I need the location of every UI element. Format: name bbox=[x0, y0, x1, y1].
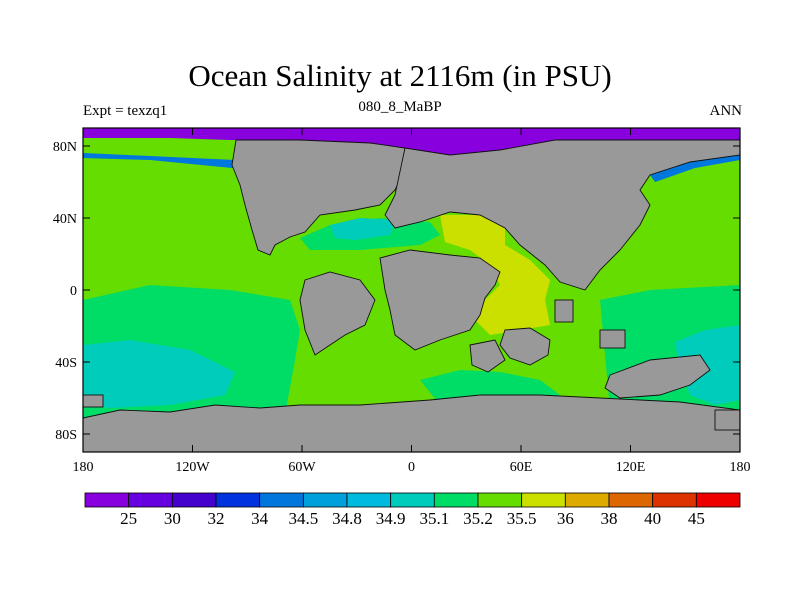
land-australia bbox=[604, 354, 711, 399]
colorbar-label: 36 bbox=[557, 509, 574, 528]
colorbar-swatch bbox=[521, 492, 566, 508]
ocean-region-34-9 bbox=[675, 325, 740, 405]
land-south-america bbox=[299, 271, 376, 356]
x-tick-label: 180 bbox=[730, 460, 751, 475]
colorbar-swatch bbox=[477, 492, 523, 508]
colorbar-label: 35.1 bbox=[419, 509, 449, 528]
colorbar-label: 34.9 bbox=[376, 509, 406, 528]
y-tick-label: 40N bbox=[53, 212, 77, 227]
ocean-coastal-strip bbox=[650, 155, 740, 182]
land-madagascar bbox=[469, 339, 506, 373]
x-tick-label: 180 bbox=[73, 460, 94, 475]
colorbar-swatch bbox=[128, 492, 173, 508]
colorbar-swatch bbox=[433, 492, 479, 508]
colorbar-label: 25 bbox=[120, 509, 137, 528]
x-tick-label: 0 bbox=[408, 460, 415, 475]
colorbar-label: 38 bbox=[601, 509, 618, 528]
x-tick-label: 60E bbox=[510, 460, 533, 475]
y-tick-label: 40S bbox=[55, 356, 77, 371]
colorbar-swatch bbox=[302, 492, 348, 508]
colorbar-label: 32 bbox=[208, 509, 225, 528]
land-island bbox=[714, 409, 741, 431]
land-india bbox=[499, 327, 551, 366]
land-island bbox=[554, 299, 574, 323]
colorbar-swatch bbox=[84, 492, 130, 508]
axis-ticks: 180 120W 60W 0 60E 120E 180 80N 40N 0 40S 80S bbox=[53, 128, 751, 475]
x-tick-label: 120E bbox=[616, 460, 646, 475]
land-island bbox=[599, 329, 626, 349]
colorbar-label: 34.5 bbox=[288, 509, 318, 528]
colorbar-label: 30 bbox=[164, 509, 181, 528]
x-tick-label: 60W bbox=[288, 460, 316, 475]
map-title: Ocean Salinity at 2116m (in PSU) bbox=[188, 58, 612, 93]
colorbar-label: 35.2 bbox=[463, 509, 493, 528]
colorbar-swatch bbox=[695, 492, 741, 508]
season-label: ANN bbox=[709, 103, 743, 119]
colorbar-label: 34 bbox=[251, 509, 269, 528]
period-label: 080_8_MaBP bbox=[358, 99, 442, 115]
colorbar-label: 45 bbox=[688, 509, 705, 528]
colorbar-label: 35.5 bbox=[507, 509, 537, 528]
colorbar-swatch bbox=[215, 492, 261, 508]
colorbar-label: 34.8 bbox=[332, 509, 362, 528]
ocean-region-25 bbox=[83, 128, 740, 155]
y-tick-label: 80N bbox=[53, 140, 77, 155]
colorbar-swatch bbox=[564, 492, 610, 508]
colorbar-label: 40 bbox=[644, 509, 661, 528]
map-field bbox=[82, 127, 741, 453]
colorbar: 25 30 32 34 34.5 34.8 34.9 35.1 35.2 35.5 36 38 40 45 bbox=[84, 492, 741, 528]
colorbar-swatch bbox=[608, 492, 654, 508]
experiment-label: Expt = texzq1 bbox=[83, 103, 168, 119]
land-africa bbox=[379, 249, 501, 351]
ocean-region-34-9 bbox=[83, 340, 235, 408]
land-island bbox=[82, 394, 104, 408]
ocean-region-34-9 bbox=[330, 218, 395, 240]
y-tick-label: 80S bbox=[55, 428, 77, 443]
x-tick-label: 120W bbox=[175, 460, 210, 475]
land-masses bbox=[82, 139, 741, 453]
colorbar-swatch bbox=[346, 492, 392, 508]
colorbar-swatch bbox=[652, 492, 697, 508]
colorbar-swatch bbox=[259, 492, 304, 508]
y-tick-label: 0 bbox=[70, 284, 77, 299]
colorbar-swatch bbox=[390, 492, 435, 508]
ocean-coastal-strip bbox=[83, 153, 240, 170]
colorbar-swatch bbox=[171, 492, 217, 508]
